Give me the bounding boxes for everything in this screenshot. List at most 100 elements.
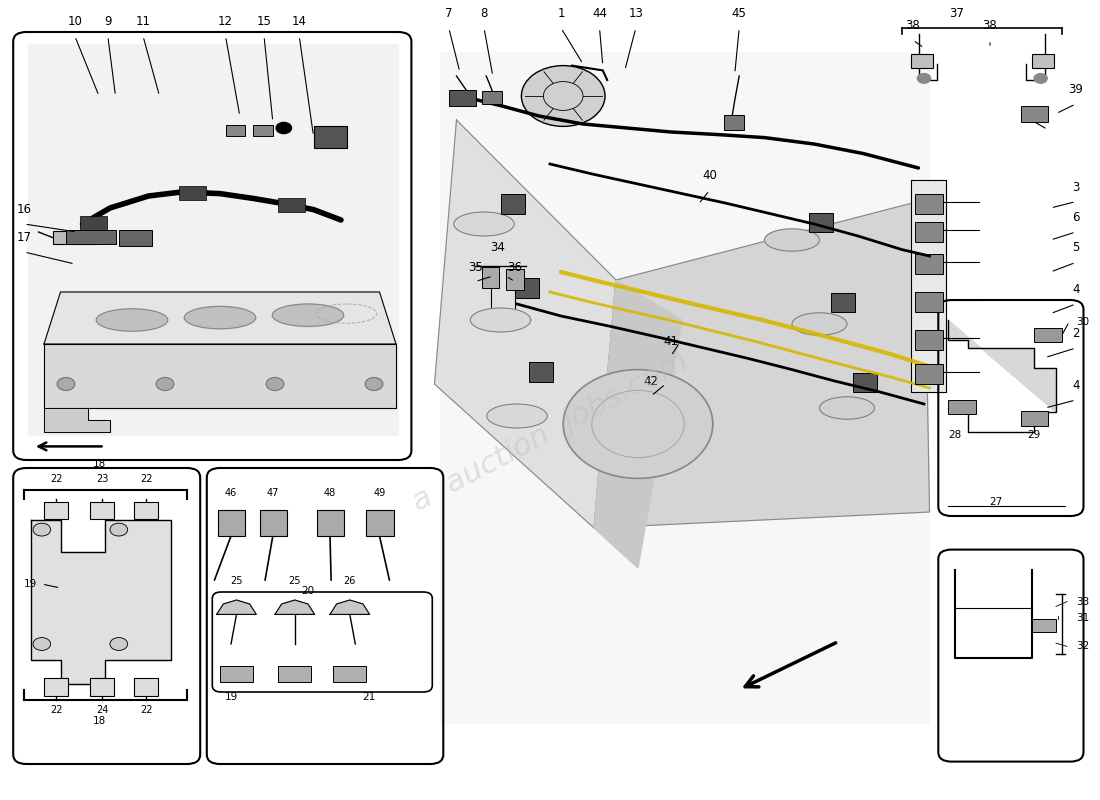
Bar (218, 510, 245, 536)
Bar (915, 222, 943, 242)
Bar (915, 364, 943, 384)
Text: 16: 16 (16, 203, 32, 216)
Text: 10: 10 (67, 15, 82, 28)
Polygon shape (44, 292, 396, 344)
Text: 19: 19 (224, 692, 238, 702)
Bar (220, 666, 253, 682)
Text: 44: 44 (592, 7, 607, 20)
Text: 39: 39 (1068, 83, 1084, 96)
Text: 8: 8 (481, 7, 487, 20)
Text: 23: 23 (96, 474, 109, 483)
Bar (53, 231, 97, 244)
Circle shape (57, 378, 75, 390)
Bar (1021, 106, 1048, 122)
Bar (134, 502, 158, 519)
Bar (179, 186, 206, 200)
Polygon shape (44, 344, 396, 408)
Text: 25: 25 (230, 576, 243, 586)
Bar (1021, 411, 1048, 426)
Circle shape (266, 378, 284, 390)
Polygon shape (594, 200, 930, 528)
Bar (482, 91, 502, 104)
Text: 47: 47 (266, 488, 279, 498)
Text: 4: 4 (1072, 379, 1079, 392)
Bar (911, 54, 933, 68)
Bar (808, 213, 833, 232)
Bar (314, 126, 346, 148)
Circle shape (521, 66, 605, 126)
Bar (852, 373, 877, 392)
Text: 11: 11 (135, 15, 151, 28)
Bar (506, 269, 524, 290)
Polygon shape (330, 600, 370, 614)
Bar (278, 666, 311, 682)
Ellipse shape (486, 404, 548, 428)
Text: 49: 49 (373, 488, 386, 498)
Bar (226, 125, 245, 136)
Text: 34: 34 (490, 242, 505, 254)
Text: 46: 46 (224, 488, 238, 498)
Bar (1032, 54, 1054, 68)
Bar (119, 230, 152, 246)
Bar (80, 216, 107, 230)
Polygon shape (594, 280, 682, 568)
Text: 18: 18 (92, 459, 106, 469)
Bar (333, 666, 366, 682)
Text: a  auction  jobs.com: a auction jobs.com (407, 347, 693, 517)
Circle shape (563, 370, 713, 478)
Text: 19: 19 (24, 579, 37, 589)
Polygon shape (948, 320, 1056, 412)
Bar (500, 194, 525, 214)
Bar (915, 292, 943, 312)
Text: 22: 22 (50, 705, 63, 715)
Text: 29: 29 (1027, 430, 1041, 440)
Polygon shape (217, 600, 256, 614)
Text: 38: 38 (982, 19, 998, 32)
Bar (317, 510, 344, 536)
Polygon shape (275, 600, 315, 614)
Text: 4: 4 (1072, 283, 1079, 296)
Bar (1034, 328, 1062, 342)
Bar (90, 678, 114, 696)
Text: 33: 33 (1076, 597, 1089, 606)
Bar (482, 267, 499, 288)
Bar (515, 278, 539, 298)
Bar (44, 502, 68, 519)
Text: 30: 30 (1076, 317, 1089, 326)
Bar (253, 125, 273, 136)
Ellipse shape (453, 212, 515, 236)
Polygon shape (31, 520, 170, 684)
Bar (44, 678, 68, 696)
Circle shape (110, 638, 128, 650)
Bar (915, 330, 943, 350)
Ellipse shape (471, 308, 530, 332)
Text: 12: 12 (218, 15, 233, 28)
Text: 35: 35 (468, 261, 483, 274)
Text: 18: 18 (92, 716, 106, 726)
Text: 3: 3 (1072, 181, 1079, 194)
Circle shape (156, 378, 174, 390)
Ellipse shape (185, 306, 255, 329)
Text: 36: 36 (507, 261, 522, 274)
Bar (1032, 619, 1056, 632)
Bar (915, 194, 943, 214)
Text: 38: 38 (905, 19, 921, 32)
Text: 37: 37 (949, 7, 965, 20)
Text: 17: 17 (16, 231, 32, 244)
Bar (830, 293, 855, 312)
Text: 45: 45 (732, 7, 747, 20)
Text: 1: 1 (558, 7, 564, 20)
Bar (915, 254, 943, 274)
Bar (90, 502, 114, 519)
Text: 26: 26 (343, 576, 356, 586)
FancyBboxPatch shape (440, 52, 930, 724)
Circle shape (33, 638, 51, 650)
Text: 22: 22 (140, 474, 153, 483)
Bar (278, 198, 305, 212)
Ellipse shape (820, 397, 874, 419)
Bar (260, 510, 287, 536)
Circle shape (1034, 74, 1047, 83)
Text: 32: 32 (1076, 642, 1089, 651)
Text: 25: 25 (288, 576, 301, 586)
Bar (948, 400, 976, 414)
